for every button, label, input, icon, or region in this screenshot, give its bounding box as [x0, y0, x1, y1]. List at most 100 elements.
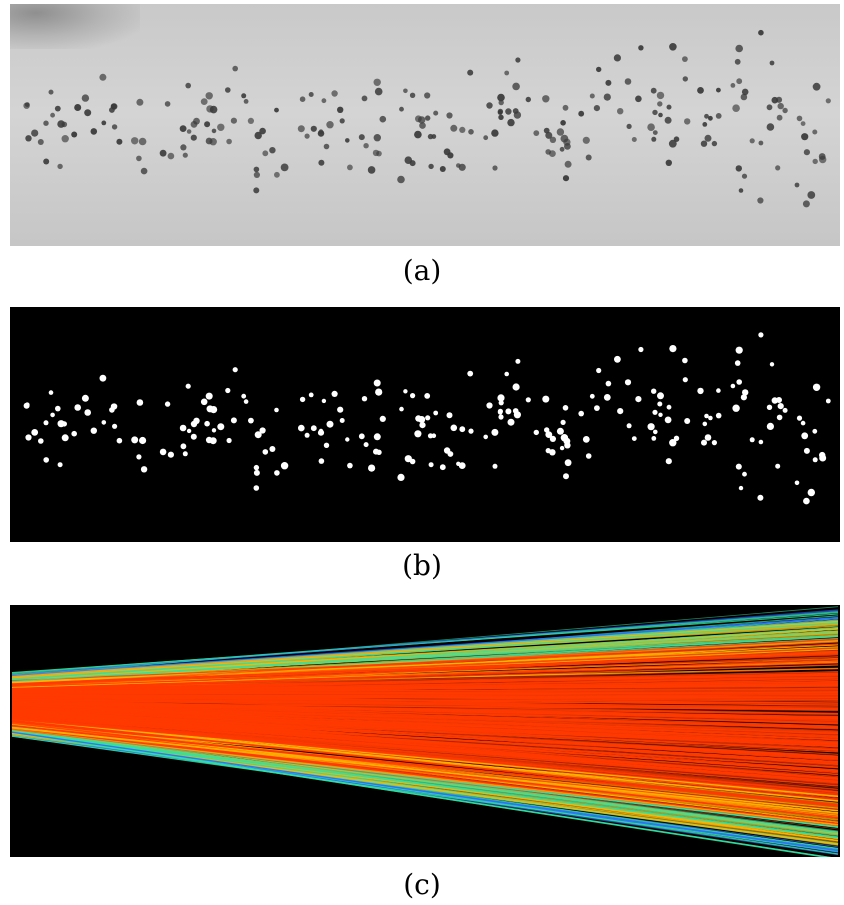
particle — [318, 159, 325, 166]
binary-particle — [379, 415, 386, 422]
binary-particle — [373, 379, 381, 387]
particle-track — [11, 710, 839, 758]
binary-particle — [136, 399, 144, 406]
particle — [708, 115, 713, 121]
binary-particle — [399, 406, 404, 412]
particle — [638, 45, 644, 51]
particle — [564, 160, 572, 168]
particle — [185, 82, 191, 89]
binary-particle — [48, 390, 54, 395]
binary-particle — [159, 448, 167, 456]
particle — [37, 139, 44, 145]
particle — [182, 152, 188, 158]
binary-particle — [345, 437, 350, 442]
binary-particle — [323, 442, 330, 448]
binary-particle — [652, 409, 658, 415]
particle — [467, 69, 474, 76]
binary-particle — [363, 442, 369, 448]
particle — [732, 104, 740, 112]
binary-particle — [61, 434, 69, 442]
particle — [735, 44, 743, 53]
particle — [209, 105, 218, 114]
particle — [254, 131, 262, 140]
particle — [109, 107, 115, 113]
particle-track — [11, 729, 839, 830]
particle — [812, 158, 818, 165]
binary-particle — [800, 420, 806, 426]
particle-track — [11, 689, 839, 692]
particle — [545, 149, 551, 155]
binary-particle — [563, 473, 569, 480]
particle — [200, 98, 208, 105]
binary-particle — [331, 390, 338, 397]
binary-particle — [657, 392, 664, 400]
binary-particle — [38, 438, 44, 444]
particle-track — [11, 712, 839, 773]
binary-particle — [812, 383, 821, 391]
binary-particle — [90, 427, 98, 434]
binary-particle — [190, 420, 198, 428]
particle — [99, 73, 107, 81]
binary-particle — [253, 469, 260, 476]
binary-particle — [109, 407, 115, 413]
particle — [136, 98, 144, 106]
particle — [225, 87, 231, 93]
particle — [562, 175, 570, 182]
particle — [533, 130, 540, 136]
particle — [31, 129, 39, 137]
binary-particle — [230, 417, 237, 424]
particle — [596, 66, 602, 73]
binary-particle — [801, 432, 809, 440]
binary-particle — [182, 451, 188, 457]
particle — [379, 115, 387, 123]
binary-particle — [819, 451, 826, 459]
particle — [559, 146, 565, 152]
binary-particle — [425, 415, 431, 421]
binary-particle — [742, 471, 747, 477]
particle — [180, 144, 187, 151]
particle — [605, 79, 612, 86]
particle-track — [11, 699, 839, 722]
particle-track — [11, 643, 839, 682]
particle — [578, 110, 585, 117]
binary-particle — [708, 415, 713, 421]
particle — [217, 123, 225, 131]
particle-track — [11, 676, 839, 689]
binary-particle — [304, 432, 310, 438]
particle — [318, 129, 324, 134]
particle — [775, 165, 781, 171]
particle — [652, 130, 658, 135]
particle-track — [11, 731, 832, 857]
binary-particle — [732, 404, 740, 412]
binary-particle — [262, 449, 269, 455]
particle — [776, 114, 783, 121]
particle — [497, 93, 505, 102]
particle — [458, 163, 466, 171]
binary-particle — [582, 436, 590, 443]
particle — [24, 102, 30, 107]
particle — [374, 87, 383, 96]
particle — [57, 120, 65, 128]
particle — [57, 163, 63, 170]
binary-particle — [428, 462, 434, 468]
binary-particle — [626, 423, 632, 429]
particle — [525, 96, 531, 103]
particle-track — [11, 715, 839, 784]
binary-particle — [112, 423, 118, 429]
particle-track — [11, 725, 839, 808]
binary-particle — [617, 408, 624, 415]
binary-particle — [684, 418, 691, 424]
particle — [624, 78, 632, 85]
binary-particle — [99, 374, 107, 382]
particle — [796, 115, 803, 122]
binary-particle — [704, 413, 709, 419]
binary-particle — [585, 453, 592, 459]
binary-particle — [559, 445, 565, 451]
binary-particle — [210, 406, 218, 414]
binary-particle — [525, 397, 531, 403]
particle — [825, 98, 831, 104]
particle — [651, 136, 657, 142]
particle-track — [11, 606, 839, 677]
particle — [345, 138, 350, 143]
particle — [818, 153, 826, 160]
